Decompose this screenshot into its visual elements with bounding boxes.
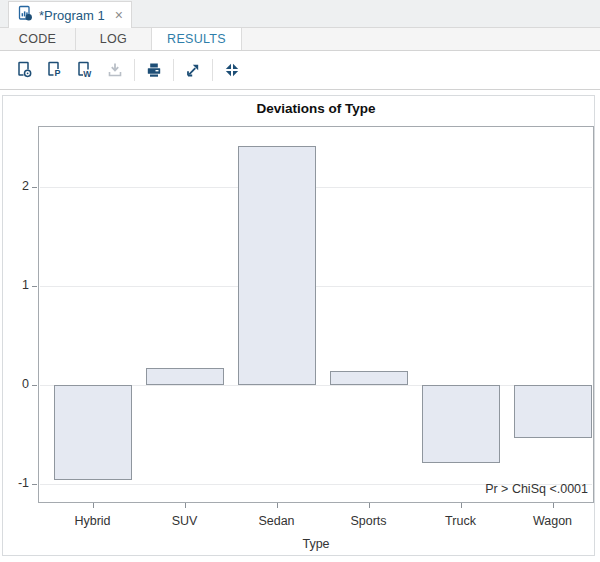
sas-program-icon (17, 5, 33, 25)
y-tick (32, 187, 37, 188)
bar-wagon (514, 385, 592, 437)
x-tick-label: Truck (416, 514, 506, 528)
y-tick (32, 484, 37, 485)
x-tick (369, 503, 370, 508)
sas-studio-window: *Program 1 × CODELOGRESULTS P (0, 0, 600, 562)
bar-hybrid (54, 385, 132, 480)
chi-square-annotation: Pr > ChiSq <.0001 (38, 482, 588, 496)
download-html-icon[interactable] (10, 57, 40, 83)
y-tick-label: 1 (3, 278, 29, 292)
toolbar-separator (173, 59, 174, 81)
svg-text:P: P (54, 68, 60, 78)
bar-sports (330, 371, 408, 385)
x-tick-label: SUV (140, 514, 230, 528)
x-tick (461, 503, 462, 508)
download-pdf-icon[interactable]: P (40, 57, 70, 83)
x-tick-label: Sports (324, 514, 414, 528)
chart-title: Deviations of Type (38, 101, 594, 116)
collapse-icon[interactable] (217, 57, 247, 83)
download-results-icon (100, 57, 130, 83)
results-toolbar: P W (0, 51, 600, 90)
toolbar-separator (212, 59, 213, 81)
x-tick (553, 503, 554, 508)
x-tick (185, 503, 186, 508)
tab-results[interactable]: RESULTS (152, 28, 242, 50)
tab-program-1[interactable]: *Program 1 × (8, 1, 132, 28)
x-tick-label: Sedan (232, 514, 322, 528)
x-tick-label: Hybrid (48, 514, 138, 528)
tab-code[interactable]: CODE (0, 28, 76, 50)
download-rtf-icon[interactable]: W (70, 57, 100, 83)
tab-log[interactable]: LOG (76, 28, 152, 50)
svg-text:W: W (83, 69, 92, 79)
x-axis-label: Type (38, 537, 594, 551)
print-icon[interactable] (139, 57, 169, 83)
bar-sedan (238, 146, 316, 385)
x-tick-label: Wagon (508, 514, 598, 528)
bar-suv (146, 368, 224, 385)
y-tick-label: 2 (3, 179, 29, 193)
y-tick (32, 385, 37, 386)
x-tick (93, 503, 94, 508)
y-tick-label: 0 (3, 377, 29, 391)
bar-truck (422, 385, 500, 463)
tab-title: *Program 1 (39, 8, 105, 23)
close-icon[interactable]: × (115, 8, 123, 22)
open-in-new-window-icon[interactable] (178, 57, 208, 83)
x-tick (277, 503, 278, 508)
toolbar-separator (134, 59, 135, 81)
view-tabs: CODELOGRESULTS (0, 28, 600, 51)
deviation-bar-chart: Deviations of Type Pr > ChiSq <.0001 Typ… (3, 96, 594, 555)
results-panel: Deviations of Type Pr > ChiSq <.0001 Typ… (2, 95, 595, 556)
y-tick (32, 286, 37, 287)
y-tick-label: -1 (3, 476, 29, 490)
document-tab-bar: *Program 1 × (0, 0, 600, 28)
